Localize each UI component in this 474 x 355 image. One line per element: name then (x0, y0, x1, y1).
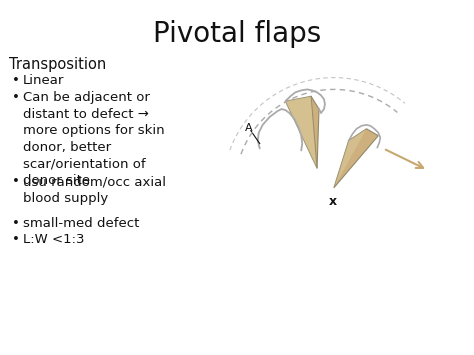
Text: •: • (12, 73, 19, 87)
Text: A: A (245, 123, 253, 133)
Text: usu random/occ axial
blood supply: usu random/occ axial blood supply (23, 175, 165, 204)
Text: Linear: Linear (23, 73, 64, 87)
Text: •: • (12, 233, 19, 246)
Polygon shape (334, 129, 366, 188)
Text: x: x (329, 195, 337, 208)
Text: Can be adjacent or
distant to defect →
more options for skin
donor, better
scar/: Can be adjacent or distant to defect → m… (23, 91, 164, 187)
Polygon shape (285, 96, 319, 168)
Text: small-med defect: small-med defect (23, 217, 139, 230)
Text: Transposition: Transposition (9, 57, 106, 72)
Polygon shape (334, 129, 378, 188)
Polygon shape (285, 96, 317, 168)
Text: Pivotal flaps: Pivotal flaps (153, 21, 321, 49)
Text: •: • (12, 91, 19, 104)
Text: •: • (12, 175, 19, 188)
Text: L:W <1:3: L:W <1:3 (23, 233, 84, 246)
Text: •: • (12, 217, 19, 230)
